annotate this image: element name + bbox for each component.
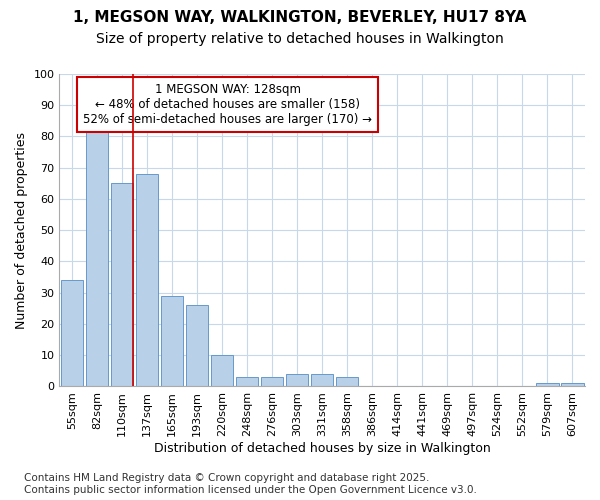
Bar (311, 374, 334, 386)
Bar (336, 377, 358, 386)
Bar (86, 130, 108, 386)
Bar (236, 377, 259, 386)
Y-axis label: Number of detached properties: Number of detached properties (15, 132, 28, 328)
X-axis label: Distribution of detached houses by size in Walkington: Distribution of detached houses by size … (154, 442, 491, 455)
Bar (111, 184, 133, 386)
Text: Contains HM Land Registry data © Crown copyright and database right 2025.
Contai: Contains HM Land Registry data © Crown c… (24, 474, 477, 495)
Bar (286, 374, 308, 386)
Bar (186, 305, 208, 386)
Bar (61, 280, 83, 386)
Bar (561, 384, 584, 386)
Text: Size of property relative to detached houses in Walkington: Size of property relative to detached ho… (96, 32, 504, 46)
Bar (136, 174, 158, 386)
Text: 1, MEGSON WAY, WALKINGTON, BEVERLEY, HU17 8YA: 1, MEGSON WAY, WALKINGTON, BEVERLEY, HU1… (73, 10, 527, 25)
Bar (261, 377, 283, 386)
Bar (536, 384, 559, 386)
Bar (161, 296, 184, 386)
Text: 1 MEGSON WAY: 128sqm
← 48% of detached houses are smaller (158)
52% of semi-deta: 1 MEGSON WAY: 128sqm ← 48% of detached h… (83, 84, 372, 126)
Bar (211, 355, 233, 386)
